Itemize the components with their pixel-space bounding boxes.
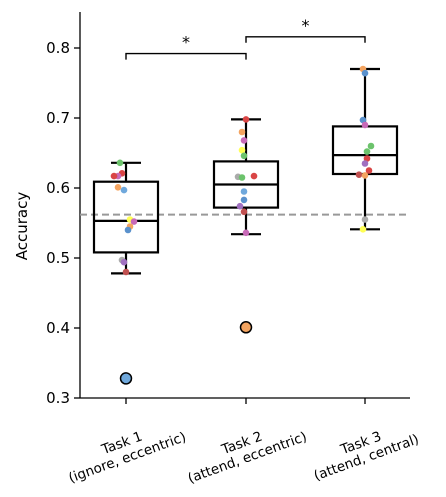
plot-area: 0.3 0.4 0.5 0.6 0.7 0.8 Task 1(ignore, eccentr… <box>46 12 421 487</box>
x-tick-label: Task 3(attend, central) <box>306 417 421 484</box>
data-point <box>240 137 248 144</box>
data-point <box>361 121 369 129</box>
data-point <box>365 167 373 174</box>
data-point <box>359 226 367 233</box>
outlier-point <box>239 321 253 334</box>
x-tick-label: Task 1(ignore, eccentric) <box>61 415 188 487</box>
data-point <box>250 172 258 180</box>
y-tick-label: 0.7 <box>46 109 70 127</box>
data-point <box>361 69 369 77</box>
y-tick-label: 0.3 <box>46 389 70 407</box>
data-point <box>120 258 128 266</box>
data-point <box>242 116 250 123</box>
data-point <box>240 208 248 216</box>
data-point <box>124 226 132 234</box>
significance-star: * <box>302 16 310 35</box>
y-tick-label: 0.5 <box>46 249 70 267</box>
data-point <box>367 142 375 150</box>
data-point <box>361 172 369 179</box>
data-point <box>130 218 138 225</box>
data-point <box>238 174 246 181</box>
data-point <box>240 152 248 160</box>
data-point <box>363 148 371 155</box>
significance-bracket <box>125 52 247 60</box>
data-point <box>355 171 363 178</box>
significance-star: * <box>182 33 190 52</box>
data-point <box>110 172 118 180</box>
significance-bracket <box>245 36 366 43</box>
data-point <box>114 184 122 191</box>
x-tick-label: Task 2(attend, eccentric) <box>180 414 309 487</box>
data-point <box>122 268 130 276</box>
data-point <box>238 128 246 136</box>
data-point <box>240 188 248 195</box>
data-point <box>120 186 128 194</box>
data-point <box>236 202 244 210</box>
data-point <box>361 216 369 223</box>
y-tick-label: 0.4 <box>46 319 70 337</box>
y-tick-label: 0.6 <box>46 179 70 197</box>
data-point <box>242 229 250 237</box>
y-axis-title: Accuracy <box>13 192 31 261</box>
data-point <box>361 160 369 167</box>
box <box>92 180 160 254</box>
data-point <box>116 159 124 167</box>
data-point <box>238 146 246 154</box>
data-point <box>240 196 248 204</box>
y-tick-label: 0.8 <box>46 39 70 57</box>
outlier-point <box>119 372 133 385</box>
